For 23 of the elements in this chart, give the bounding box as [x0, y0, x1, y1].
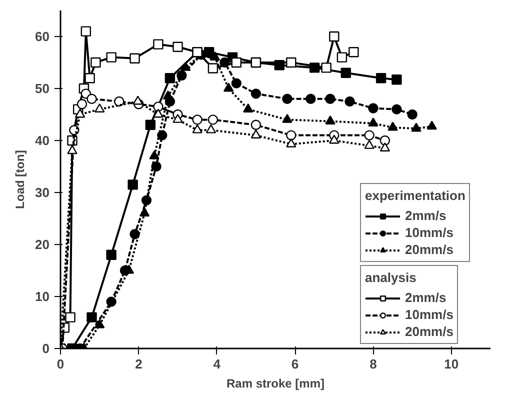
x-axis-title: Ram stroke [mm]	[226, 376, 325, 390]
y-tick-label: 10	[35, 289, 50, 304]
x-tick-label: 10	[444, 356, 459, 372]
x-tick-label: 6	[291, 356, 299, 372]
legend-label: 20mm/s	[405, 242, 454, 257]
legend-label: 2mm/s	[405, 290, 446, 305]
x-tick-label: 4	[213, 356, 222, 372]
y-tick-label: 30	[35, 185, 50, 200]
y-tick-label: 20	[35, 237, 50, 252]
text: experimentation	[365, 188, 466, 203]
y-tick-label: 0	[42, 341, 50, 356]
x-tick-label: 0	[56, 356, 64, 372]
y-tick-label: 40	[35, 133, 50, 148]
legend-label: 2mm/s	[405, 208, 446, 223]
legend-label: 10mm/s	[405, 225, 454, 240]
x-tick-label: 8	[370, 356, 377, 372]
y-tick-label: 60	[35, 29, 50, 44]
x-tick-label: 2	[135, 356, 142, 372]
legend-label: 20mm/s	[405, 324, 454, 339]
y-axis-title: Load [ton]	[13, 150, 28, 209]
y-tick-label: 50	[35, 81, 50, 96]
text: analysis	[365, 270, 416, 285]
legend-label: 10mm/s	[405, 307, 454, 322]
